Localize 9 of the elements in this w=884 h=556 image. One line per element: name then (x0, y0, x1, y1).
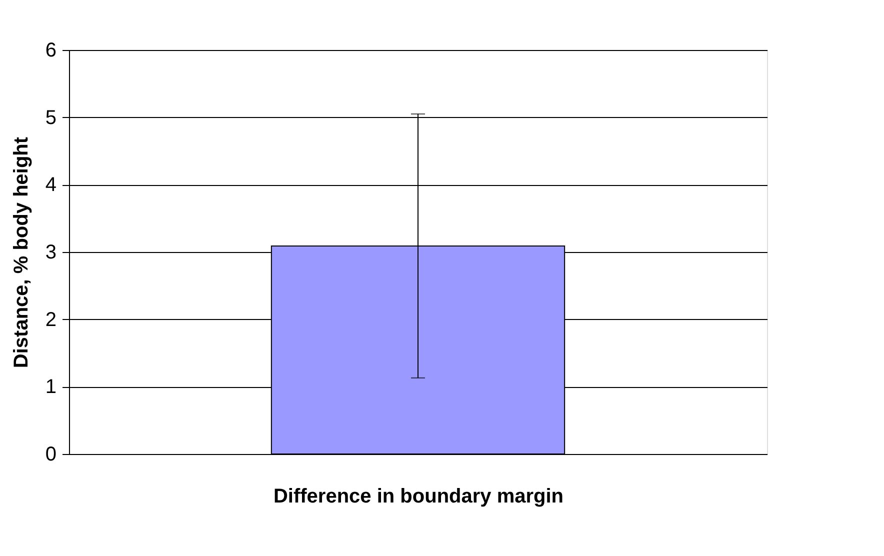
y-tick-label: 3 (45, 242, 56, 264)
x-axis-title: Difference in boundary margin (273, 486, 564, 508)
y-tick-label: 6 (45, 40, 56, 62)
y-tick-label: 5 (45, 106, 56, 129)
y-tick-label: 2 (45, 308, 56, 331)
y-tick-label: 1 (45, 376, 56, 398)
y-tick-label: 4 (45, 174, 56, 196)
y-tick-label: 0 (45, 444, 56, 466)
y-axis-title: Distance, % body height (10, 136, 32, 368)
